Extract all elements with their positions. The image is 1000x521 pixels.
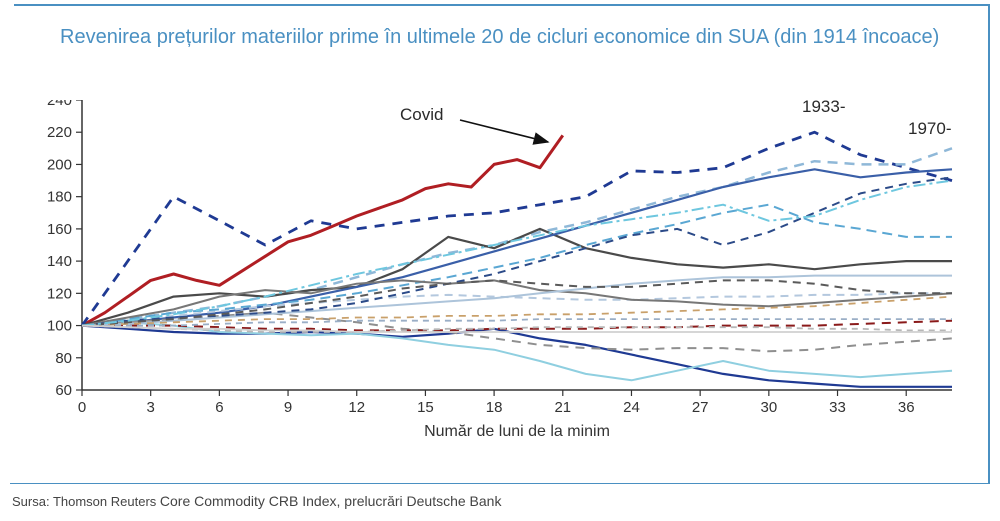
covid-label: Covid xyxy=(400,105,443,124)
xtick-label: 0 xyxy=(78,399,86,416)
ytick-label: 140 xyxy=(47,253,72,270)
frame-bottom xyxy=(10,483,990,484)
1933-label: 1933- xyxy=(802,100,845,116)
ytick-label: 200 xyxy=(47,156,72,173)
ytick-label: 220 xyxy=(47,124,72,141)
chart-title: Revenirea prețurilor materiilor prime în… xyxy=(60,24,940,51)
source-prefix: Sursa: Thomson Reuters xyxy=(12,494,160,509)
xtick-label: 27 xyxy=(692,399,709,416)
xaxis-title: Număr de luni de la minim xyxy=(424,423,610,440)
xtick-label: 15 xyxy=(417,399,434,416)
chart-area: 6080100120140160180200220240036912151821… xyxy=(30,100,970,440)
series-s07 xyxy=(82,322,952,380)
ytick-label: 120 xyxy=(47,285,72,302)
source-text: Core Commodity CRB Index, prelucrări Deu… xyxy=(160,493,502,509)
xtick-label: 12 xyxy=(348,399,365,416)
frame-top xyxy=(14,4,989,6)
xtick-label: 21 xyxy=(554,399,571,416)
xtick-label: 18 xyxy=(486,399,503,416)
ytick-label: 80 xyxy=(55,350,72,367)
ytick-label: 160 xyxy=(47,221,72,238)
frame-right xyxy=(988,4,990,484)
xtick-label: 24 xyxy=(623,399,640,416)
chart-figure: Revenirea prețurilor materiilor prime în… xyxy=(0,0,1000,521)
1970-label: 1970- xyxy=(908,119,951,138)
xtick-label: 6 xyxy=(215,399,223,416)
xtick-label: 33 xyxy=(829,399,846,416)
chart-svg: 6080100120140160180200220240036912151821… xyxy=(30,100,970,460)
ytick-label: 100 xyxy=(47,318,72,335)
series-s19 xyxy=(82,181,952,326)
ytick-label: 180 xyxy=(47,189,72,206)
source-line: Sursa: Thomson Reuters Core Commodity CR… xyxy=(12,493,501,509)
xtick-label: 9 xyxy=(284,399,292,416)
xtick-label: 36 xyxy=(898,399,915,416)
xtick-label: 3 xyxy=(147,399,155,416)
ytick-label: 60 xyxy=(55,382,72,399)
covid-label-arrow xyxy=(460,120,548,142)
ytick-label: 240 xyxy=(47,100,72,109)
xtick-label: 30 xyxy=(760,399,777,416)
